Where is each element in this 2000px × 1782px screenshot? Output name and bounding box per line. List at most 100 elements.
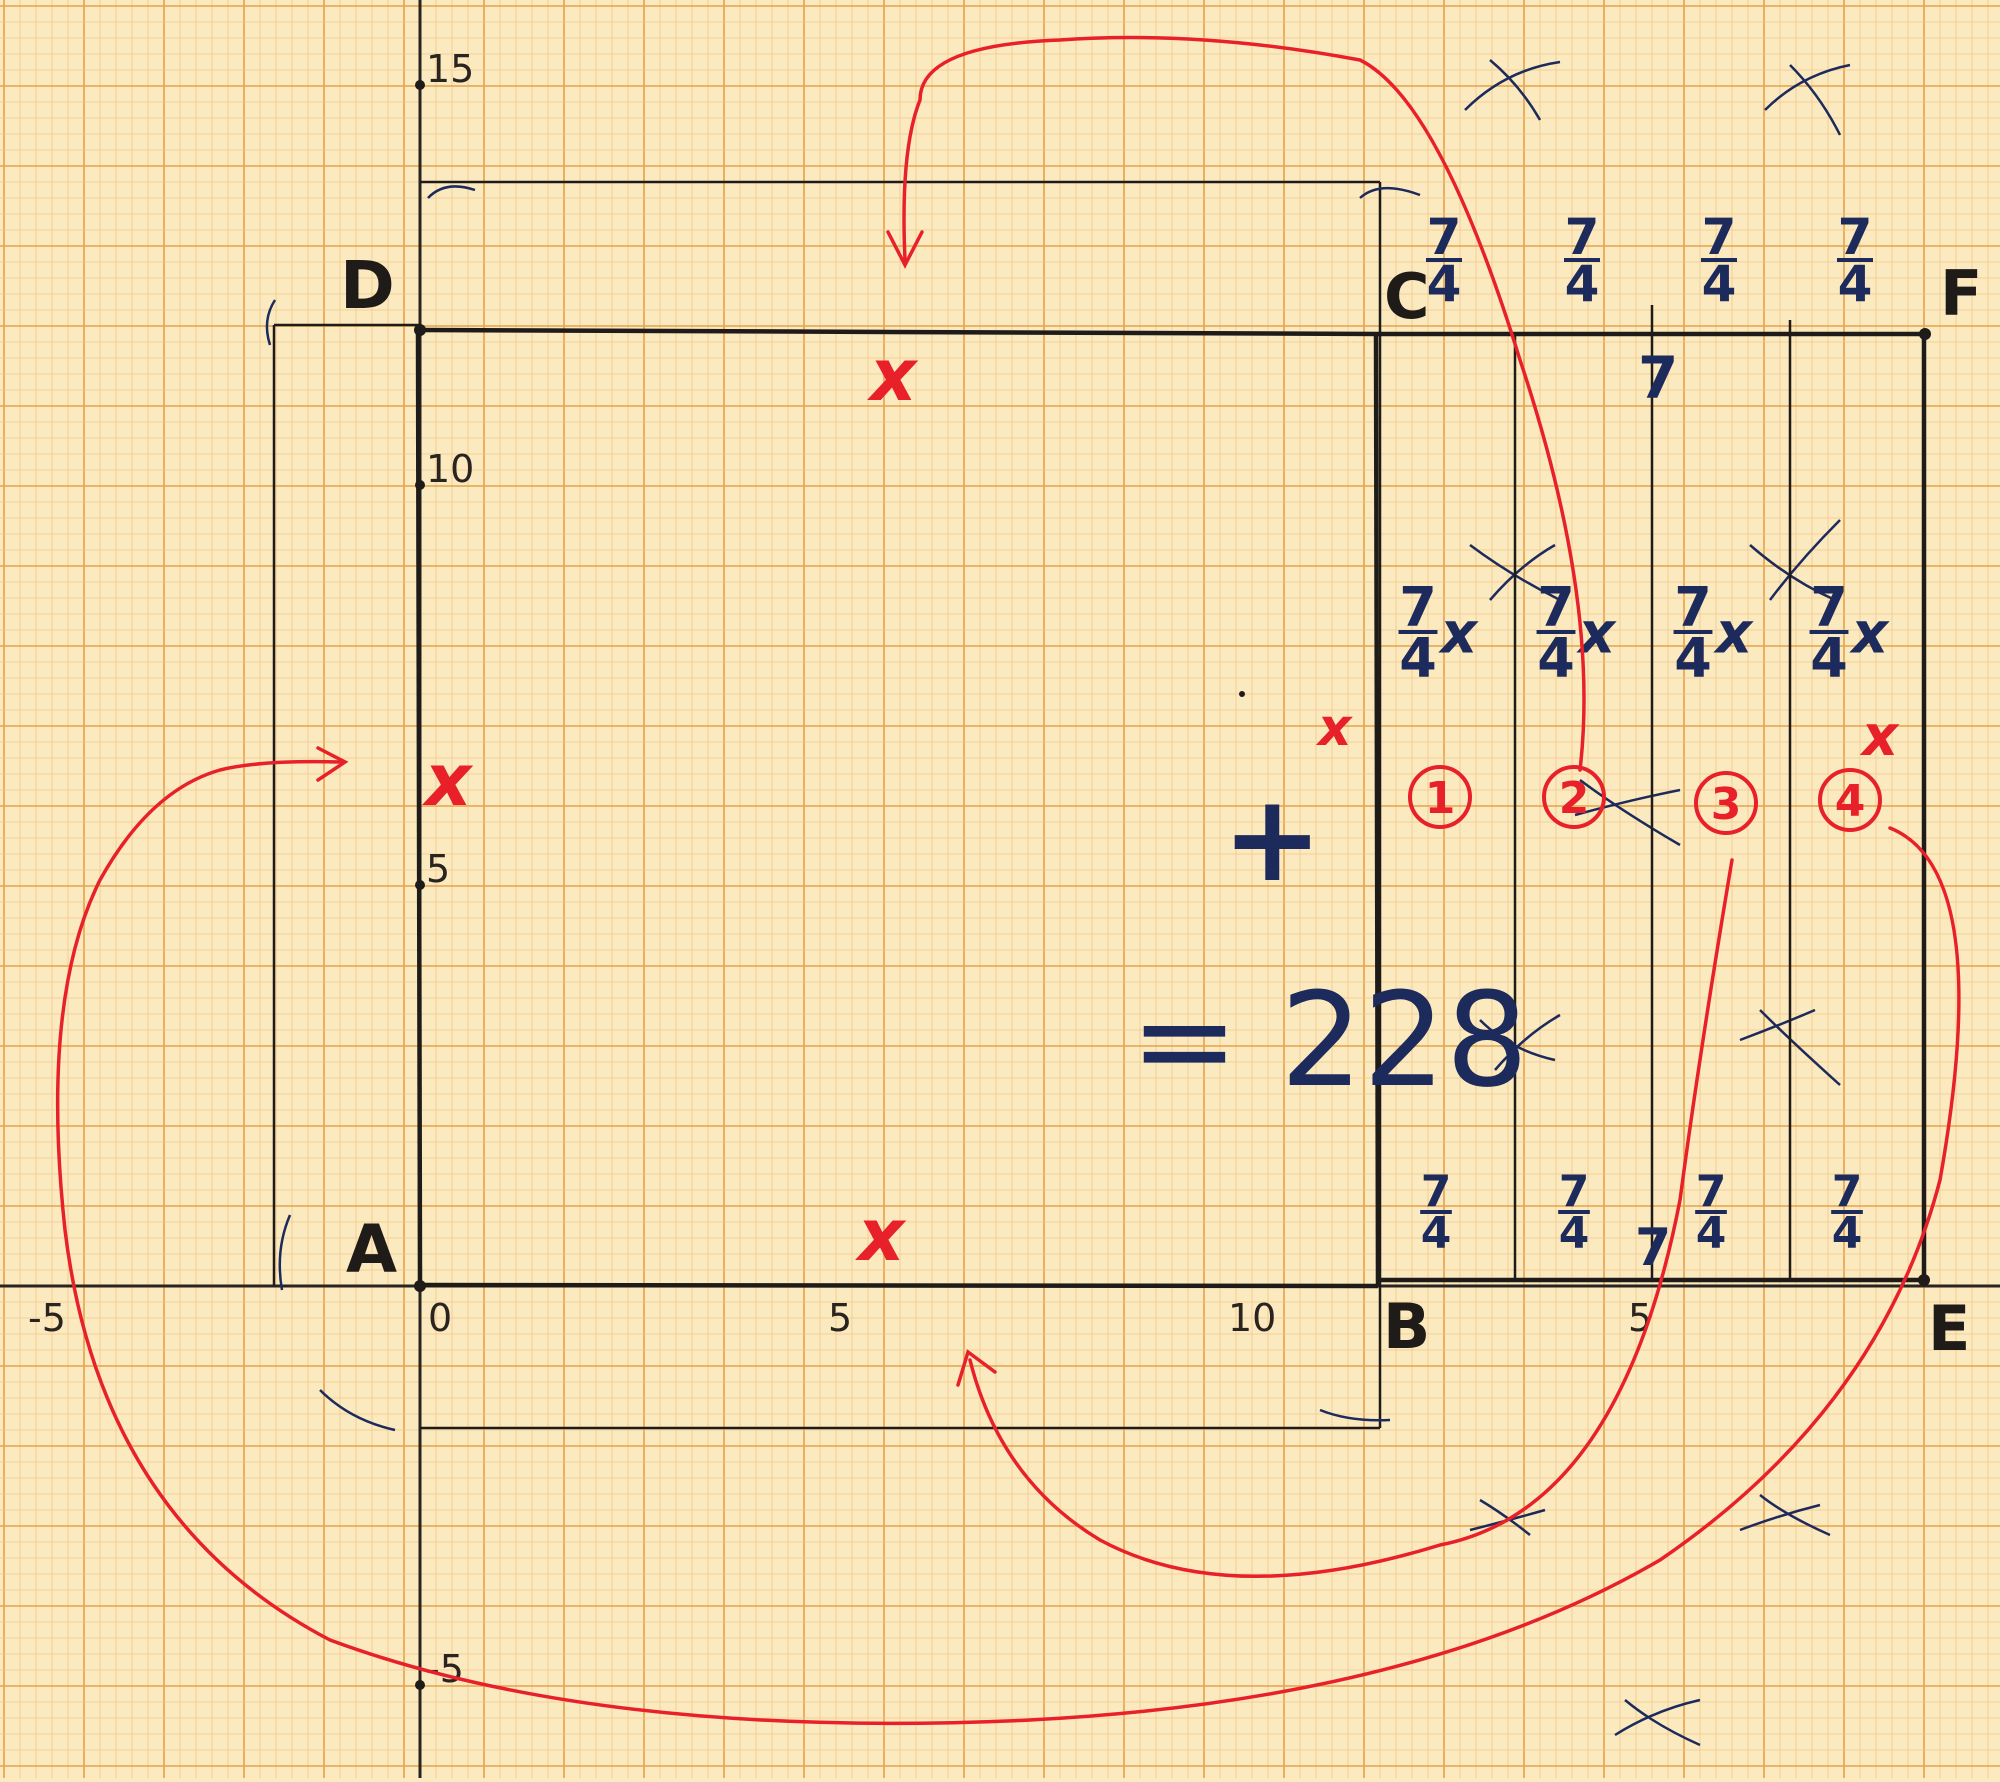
side-DC — [419, 327, 1379, 337]
y-axis-tick-label: 5 — [426, 847, 450, 891]
compass-arc — [319, 1389, 396, 1432]
fraction-numerator: 7 — [1559, 1167, 1590, 1218]
fraction-variable: x — [1438, 601, 1480, 667]
fraction-denominator: 4 — [1832, 1208, 1863, 1259]
strip-number-2: 2 — [1542, 765, 1606, 829]
compass-cross — [1464, 59, 1561, 121]
arrow-strip2-to-top — [902, 35, 1586, 772]
fraction: 74 — [1831, 1167, 1863, 1259]
vertex-dot — [414, 1280, 426, 1292]
fraction-denominator: 4 — [1559, 1208, 1590, 1259]
seven-labels: 7 7 — [1635, 344, 1678, 1278]
fraction-denominator: 4 — [1696, 1208, 1727, 1259]
x-axis-tick-label: 5 — [828, 1296, 852, 1340]
y-axis-tick-label: 15 — [426, 47, 474, 91]
compass-cross — [1574, 778, 1681, 847]
number-circle — [1408, 765, 1472, 829]
red-arrows — [55, 35, 1961, 1726]
fraction: 74 — [1564, 208, 1600, 313]
result-text: = 228 — [1130, 964, 1528, 1116]
fraction-numerator: 7 — [1810, 576, 1848, 639]
x-label-bottom: x — [855, 1193, 907, 1277]
side-AD — [415, 329, 423, 1287]
fraction-denominator: 4 — [1421, 1208, 1452, 1259]
fraction-numerator: 7 — [1421, 1167, 1452, 1218]
y-axis-tick-label: 10 — [426, 447, 474, 491]
vertex-label-D: D — [340, 247, 395, 324]
fraction-numerator: 7 — [1832, 1167, 1863, 1218]
fraction-numerator: 7 — [1427, 208, 1462, 266]
strip-number-label: 1 — [1425, 773, 1456, 824]
compass-arcs — [265, 59, 1851, 1747]
equation: + = 228 — [1130, 770, 1528, 1116]
strip-number-3: 3 — [1694, 771, 1758, 835]
fraction-denominator: 4 — [1838, 255, 1873, 313]
fraction-numerator: 7 — [1702, 208, 1737, 266]
strip-number-4: 4 — [1818, 768, 1882, 832]
x-label-left: x — [422, 738, 474, 822]
vertex-dot — [1239, 691, 1245, 697]
strip-number-circles: 1 2 3 4 — [1408, 765, 1882, 835]
strip-number-label: 3 — [1711, 779, 1742, 830]
vertex-label-C: C — [1384, 260, 1430, 333]
compass-arc — [1319, 1408, 1391, 1422]
fraction-numerator: 7 — [1537, 576, 1575, 639]
fraction-denominator: 4 — [1427, 255, 1462, 313]
x-axis-tick-label: 10 — [1228, 1296, 1276, 1340]
compass-cross — [1469, 1498, 1546, 1536]
vertex-dot — [415, 80, 425, 90]
fraction: 74 x — [1673, 576, 1755, 689]
x-axis-tick-label: -5 — [28, 1296, 66, 1340]
arrowhead — [956, 1349, 997, 1387]
fraction-variable: x — [1849, 601, 1891, 667]
fraction: 74 — [1695, 1167, 1727, 1259]
arrow-strip4-to-left — [55, 759, 1961, 1726]
compass-cross — [1749, 519, 1841, 602]
vertex-label-E: E — [1928, 1292, 1970, 1365]
fraction: 74 x — [1398, 576, 1480, 689]
fraction-denominator: 4 — [1537, 626, 1575, 689]
fraction-numerator: 7 — [1565, 208, 1600, 266]
compass-cross — [1764, 63, 1851, 136]
fraction-numerator: 7 — [1674, 576, 1712, 639]
construction-lines — [272, 180, 1382, 1430]
number-circle — [1694, 771, 1758, 835]
x-label-right-square: x — [1315, 698, 1353, 758]
fraction: 74 — [1558, 1167, 1590, 1259]
fraction-denominator: 4 — [1565, 255, 1600, 313]
vertex-points — [414, 80, 1931, 1690]
arrowhead — [886, 230, 924, 269]
y-axis-tick-label: -5 — [426, 1647, 464, 1691]
fraction: 74 — [1426, 208, 1462, 313]
compass-arc — [427, 185, 476, 199]
fraction-numerator: 7 — [1838, 208, 1873, 266]
compass-arc — [278, 1214, 292, 1291]
compass-arc — [1359, 186, 1421, 199]
fraction-denominator: 4 — [1674, 626, 1712, 689]
vertex-dot — [1918, 1274, 1930, 1286]
strip-number-1: 1 — [1408, 765, 1472, 829]
fraction: 74 — [1701, 208, 1737, 313]
fraction: 74 — [1837, 208, 1873, 313]
number-circle — [1818, 768, 1882, 832]
arrow-strip3-to-bottom — [968, 858, 1734, 1579]
compass-arc — [265, 299, 277, 346]
compass-cross — [1469, 543, 1561, 602]
side-AB — [419, 1282, 1379, 1289]
vertex-dot — [415, 880, 425, 890]
vertex-labels: D A B C E F — [340, 247, 1982, 1365]
compass-cross — [1739, 1008, 1841, 1086]
fraction-denominator: 4 — [1810, 626, 1848, 689]
number-circle — [1542, 765, 1606, 829]
vertex-dot — [414, 324, 426, 336]
arrowhead — [316, 746, 349, 782]
compass-cross — [1739, 1494, 1831, 1537]
strip-number-label: 2 — [1559, 773, 1590, 824]
strip-number-label: 4 — [1835, 776, 1866, 827]
fraction: 74 x — [1809, 576, 1891, 689]
fraction-denominator: 4 — [1399, 626, 1437, 689]
side-BC — [1373, 333, 1381, 1287]
